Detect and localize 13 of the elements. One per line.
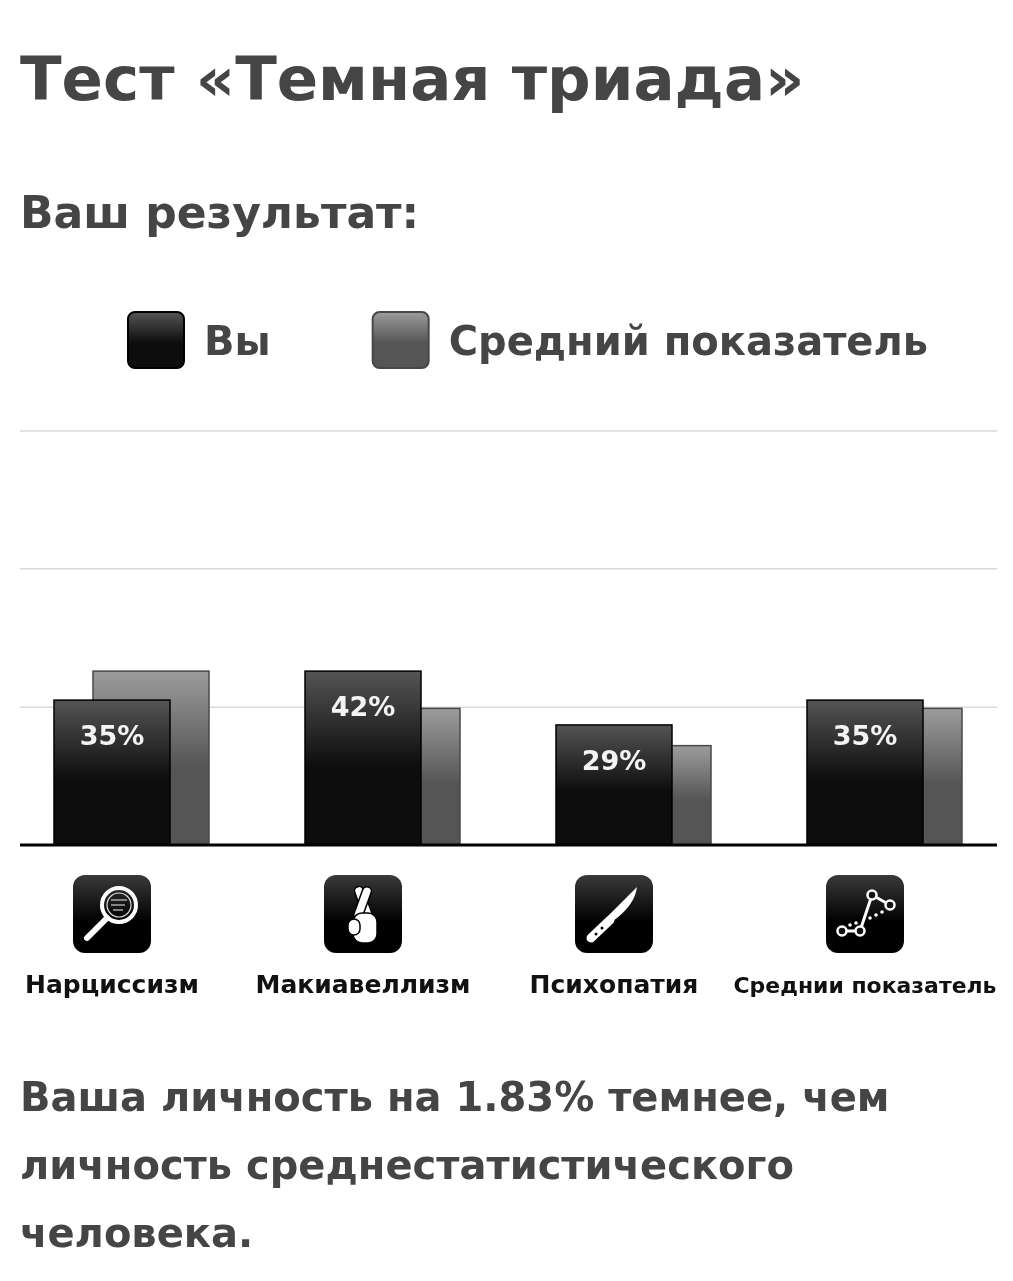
legend-label: Вы (204, 318, 271, 364)
data-label: 42% (330, 691, 396, 723)
text: Ваша личность на 1.83% темнее, чем личность среднестатистического человека. (20, 1074, 890, 1256)
legend-label: Средний показатель (448, 318, 929, 364)
chart-title: Тест «Темная триада» (20, 43, 805, 114)
chart-subtitle: Ваш результат: (20, 187, 420, 238)
x-tick-label: Среднии показатель (733, 973, 997, 998)
x-tick-label: Нарциссизм (25, 970, 199, 999)
data-label: 29% (581, 744, 647, 776)
x-tick-label: Макиавеллизм (255, 970, 471, 999)
x-tick-label: Психопатия (529, 970, 699, 999)
data-label: 35% (832, 720, 898, 752)
data-label: 35% (79, 720, 145, 752)
